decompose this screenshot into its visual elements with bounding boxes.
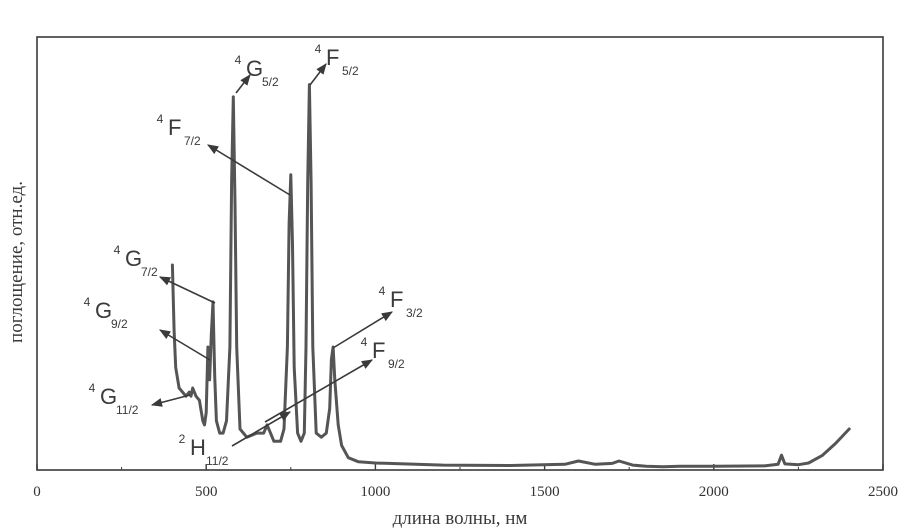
term-4G5-2-arrow — [235, 74, 251, 94]
term-4G5-2-sup: 4 — [235, 53, 242, 67]
term-4G5-2-letter: G — [246, 56, 263, 81]
term-4G11-2-sup: 4 — [89, 381, 96, 395]
term-2H11-2-arrow — [231, 411, 291, 447]
term-4G9-2-sub: 9/2 — [111, 317, 128, 331]
term-4F3-2-sup: 4 — [379, 284, 386, 298]
term-4G9-2: 4 G9/2 — [84, 295, 128, 331]
term-4F9-2-sup: 4 — [361, 335, 368, 349]
term-2H11-2-sup: 2 — [179, 432, 186, 446]
term-4F9-2-letter: F — [372, 338, 385, 363]
term-4G11-2-arrow — [150, 394, 191, 407]
x-tick-label-5: 2500 — [868, 484, 898, 500]
term-4F7-2-letter: F — [168, 115, 181, 140]
term-4G11-2-sub: 11/2 — [116, 403, 139, 417]
term-4F5-2: 4 F5/2 — [315, 42, 359, 78]
plot-frame — [36, 36, 884, 471]
term-4F3-2-sub: 3/2 — [406, 306, 423, 320]
term-4F5-2-letter: F — [326, 45, 339, 70]
term-4G7-2-sub: 7/2 — [141, 265, 158, 279]
term-4G9-2-arrow — [159, 329, 211, 361]
term-4F7-2: 4 F7/2 — [157, 112, 201, 148]
term-2H11-2: 2 H11/2 — [179, 432, 229, 468]
x-tick-label-2: 1000 — [360, 484, 390, 500]
absorption-curve-0 — [170, 83, 851, 469]
x-tick-label-4: 2000 — [699, 484, 729, 500]
x-axis-title: длина волны, нм — [393, 508, 528, 529]
term-4G5-2-sub: 5/2 — [262, 75, 279, 89]
y-axis-title: поглощение, отн.ед. — [6, 181, 27, 343]
term-4G11-2: 4 G11/2 — [89, 381, 139, 417]
term-4F3-2-letter: F — [390, 287, 403, 312]
term-4F9-2: 4 F9/2 — [361, 335, 405, 371]
term-4G7-2-arrow — [158, 276, 216, 304]
plot-border — [36, 36, 884, 471]
term-4F5-2-sup: 4 — [315, 42, 322, 56]
term-4F7-2-sub: 7/2 — [184, 134, 201, 148]
term-4F7-2-arrow — [207, 144, 291, 196]
term-4G7-2: 4 G7/2 — [114, 243, 158, 279]
term-4F7-2-sup: 4 — [157, 112, 164, 126]
term-2H11-2-letter: H — [190, 435, 206, 460]
term-4F5-2-sub: 5/2 — [342, 64, 359, 78]
term-4F3-2-arrow — [332, 311, 393, 349]
x-tick-label-1: 500 — [195, 484, 218, 500]
annotation-layer: 4 G5/24 F5/24 F7/24 G7/24 G9/24 G11/24 F3/24 F9/… — [84, 42, 423, 468]
x-axis-ticks: 0 500 1000 1500 2000 2500 — [33, 464, 898, 500]
x-tick-label-3: 1500 — [530, 484, 560, 500]
term-4F9-2-sub: 9/2 — [388, 357, 405, 371]
term-4F9-2-arrow — [264, 359, 373, 423]
term-4G5-2: 4 G5/2 — [235, 53, 279, 89]
term-4G7-2-sup: 4 — [114, 243, 121, 257]
term-2H11-2-sub: 11/2 — [206, 454, 229, 468]
term-4G11-2-letter: G — [100, 384, 117, 409]
term-4F5-2-arrow — [309, 63, 327, 86]
term-4F3-2: 4 F3/2 — [379, 284, 423, 320]
term-4G7-2-letter: G — [125, 246, 142, 271]
term-4G9-2-sup: 4 — [84, 295, 91, 309]
x-tick-label-0: 0 — [33, 484, 41, 500]
term-4G9-2-letter: G — [95, 298, 112, 323]
series-layer — [170, 83, 851, 469]
